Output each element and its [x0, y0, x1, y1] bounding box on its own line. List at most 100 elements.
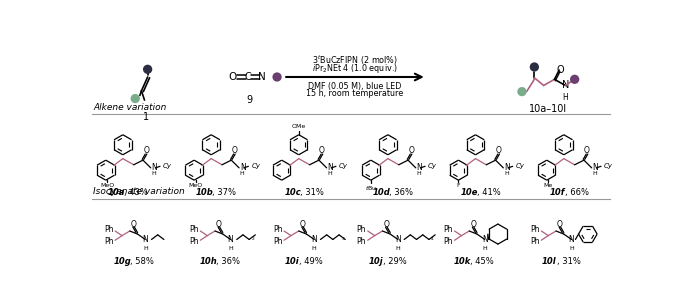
Text: , 41%: , 41%	[477, 188, 501, 197]
Text: 10k: 10k	[453, 257, 471, 266]
Text: , 43%: , 43%	[124, 188, 148, 197]
Text: Ph: Ph	[530, 237, 540, 246]
Text: N: N	[482, 235, 488, 244]
Text: , 36%: , 36%	[216, 257, 240, 266]
Text: Ph: Ph	[443, 237, 453, 246]
Text: Cy: Cy	[516, 163, 525, 168]
Text: 10j: 10j	[368, 257, 383, 266]
Text: Me: Me	[544, 183, 553, 188]
Text: , 45%: , 45%	[470, 257, 493, 266]
Text: , 31%: , 31%	[300, 188, 324, 197]
Text: 10f: 10f	[550, 188, 565, 197]
Text: , 49%: , 49%	[299, 257, 323, 266]
Text: H: H	[143, 246, 148, 251]
Text: H: H	[504, 171, 509, 176]
Text: Ph: Ph	[273, 237, 282, 246]
Text: N: N	[569, 235, 575, 244]
Text: N: N	[593, 163, 598, 172]
Text: MeO: MeO	[100, 183, 114, 188]
Text: $i$Pr$_2$NEt 4 (1.0 equiv.): $i$Pr$_2$NEt 4 (1.0 equiv.)	[312, 62, 398, 75]
Text: 10c: 10c	[284, 188, 301, 197]
Text: O: O	[131, 220, 136, 229]
Text: , 66%: , 66%	[565, 188, 589, 197]
Text: O: O	[232, 146, 238, 156]
Text: N: N	[395, 235, 401, 244]
Text: $_4$: $_4$	[430, 236, 435, 243]
Text: N: N	[240, 163, 246, 172]
Text: Cy: Cy	[163, 163, 172, 168]
Text: H: H	[593, 171, 597, 176]
Text: H: H	[312, 246, 316, 251]
Text: O: O	[143, 146, 149, 156]
Text: H: H	[562, 93, 569, 102]
Text: N: N	[142, 235, 148, 244]
Text: O: O	[496, 146, 501, 156]
Text: N: N	[504, 163, 510, 172]
Text: H: H	[395, 246, 400, 251]
Text: Alkene variation: Alkene variation	[93, 103, 166, 111]
Text: 10h: 10h	[199, 257, 217, 266]
Text: O: O	[216, 220, 222, 229]
Text: 1: 1	[143, 111, 149, 122]
Text: O: O	[300, 220, 306, 229]
Text: O: O	[229, 72, 237, 82]
Text: H: H	[482, 246, 487, 251]
Text: Ph: Ph	[189, 225, 199, 234]
Text: 10b: 10b	[196, 188, 214, 197]
Text: N: N	[562, 80, 569, 91]
Text: N: N	[151, 163, 158, 172]
Text: F: F	[457, 183, 460, 188]
Text: Ph: Ph	[357, 237, 366, 246]
Text: MeO: MeO	[188, 183, 203, 188]
Text: N: N	[227, 235, 234, 244]
Text: DMF (0.05 M), blue LED: DMF (0.05 M), blue LED	[308, 82, 401, 91]
Text: $_3$: $_3$	[340, 236, 345, 243]
Text: H: H	[327, 171, 332, 176]
Text: 10l: 10l	[542, 257, 556, 266]
Text: Ph: Ph	[273, 225, 282, 234]
Text: Cy: Cy	[339, 163, 348, 168]
Text: O: O	[470, 220, 476, 229]
Text: , 37%: , 37%	[212, 188, 236, 197]
Text: Ph: Ph	[104, 225, 114, 234]
Text: 10e: 10e	[460, 188, 478, 197]
Text: N: N	[258, 72, 266, 82]
Text: Ph: Ph	[443, 225, 453, 234]
Text: $_2$: $_2$	[251, 236, 255, 243]
Text: O: O	[584, 146, 590, 156]
Circle shape	[530, 62, 539, 72]
Text: $t$Bu: $t$Bu	[365, 184, 377, 192]
Text: Cy: Cy	[604, 163, 613, 168]
Circle shape	[273, 72, 282, 82]
Text: , 29%: , 29%	[383, 257, 407, 266]
Text: 10d: 10d	[373, 188, 390, 197]
Text: O: O	[408, 146, 414, 156]
Text: , 58%: , 58%	[130, 257, 154, 266]
Text: 10g: 10g	[114, 257, 132, 266]
Text: , 36%: , 36%	[389, 188, 413, 197]
Text: H: H	[240, 171, 245, 176]
Text: 9: 9	[247, 95, 253, 105]
Text: O: O	[557, 220, 563, 229]
Circle shape	[143, 65, 152, 74]
Text: OMe: OMe	[292, 124, 306, 129]
Text: H: H	[416, 171, 421, 176]
Text: 10i: 10i	[284, 257, 299, 266]
Text: 10a–10l: 10a–10l	[530, 104, 567, 114]
Circle shape	[517, 87, 527, 96]
Text: N: N	[312, 235, 317, 244]
Text: Isocyanate variation: Isocyanate variation	[93, 187, 185, 197]
Text: H: H	[569, 246, 574, 251]
Text: H: H	[228, 246, 233, 251]
Circle shape	[570, 75, 580, 84]
Text: , 31%: , 31%	[556, 257, 580, 266]
Text: N: N	[416, 163, 422, 172]
Text: Ph: Ph	[104, 237, 114, 246]
Text: N: N	[327, 163, 333, 172]
Text: 15 h, room temperature: 15 h, room temperature	[306, 89, 403, 99]
Text: O: O	[319, 146, 325, 156]
Text: O: O	[384, 220, 389, 229]
Text: 3$^t$BuCzFIPN (2 mol%): 3$^t$BuCzFIPN (2 mol%)	[312, 53, 398, 67]
Text: Cy: Cy	[251, 163, 260, 168]
Text: O: O	[557, 65, 564, 75]
